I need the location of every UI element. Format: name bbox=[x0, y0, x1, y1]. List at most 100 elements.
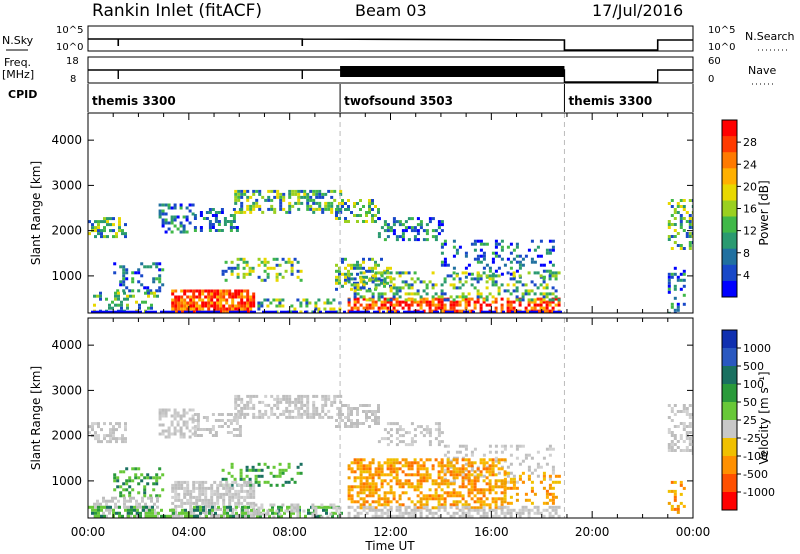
cell bbox=[389, 440, 393, 444]
cell bbox=[97, 223, 100, 227]
cell bbox=[359, 470, 363, 474]
cell bbox=[548, 269, 552, 273]
cell bbox=[227, 266, 231, 270]
y-tick-label: 3000 bbox=[51, 383, 82, 397]
cell bbox=[425, 479, 429, 483]
cell bbox=[347, 416, 350, 419]
cell bbox=[389, 289, 393, 293]
cell bbox=[515, 289, 519, 293]
cell bbox=[258, 415, 262, 419]
cell bbox=[234, 400, 238, 404]
cell bbox=[410, 217, 414, 221]
cell bbox=[365, 303, 369, 307]
cell bbox=[488, 479, 492, 483]
cell bbox=[509, 303, 513, 307]
cell bbox=[418, 310, 421, 313]
cell bbox=[542, 269, 546, 273]
cell bbox=[257, 512, 261, 516]
cell bbox=[521, 263, 525, 267]
cell bbox=[288, 412, 292, 416]
cell bbox=[422, 464, 426, 468]
cell bbox=[362, 488, 366, 492]
y-tick-label: 2000 bbox=[51, 224, 82, 238]
cell bbox=[542, 501, 546, 505]
cell bbox=[365, 281, 368, 285]
cell bbox=[193, 425, 197, 428]
cell bbox=[509, 477, 513, 481]
cell bbox=[437, 440, 441, 444]
cell bbox=[207, 292, 211, 296]
cell bbox=[359, 208, 362, 211]
cell bbox=[100, 440, 103, 444]
cell bbox=[208, 229, 212, 232]
cell bbox=[214, 214, 218, 217]
cell bbox=[512, 283, 516, 287]
cell bbox=[521, 295, 525, 299]
cell bbox=[524, 498, 528, 502]
cell bbox=[94, 511, 97, 515]
cell bbox=[207, 304, 211, 308]
cell bbox=[401, 434, 405, 438]
cell bbox=[118, 511, 121, 515]
cell bbox=[321, 195, 325, 199]
cell bbox=[323, 307, 327, 311]
cell bbox=[198, 480, 202, 484]
cell bbox=[129, 496, 132, 500]
cell bbox=[365, 505, 369, 509]
cell bbox=[449, 295, 453, 299]
cell bbox=[425, 223, 429, 227]
cell bbox=[404, 508, 408, 512]
cell bbox=[449, 459, 453, 463]
cell bbox=[347, 199, 350, 202]
cell bbox=[189, 289, 193, 293]
cell bbox=[225, 292, 229, 296]
cell bbox=[461, 497, 465, 501]
cell bbox=[488, 277, 492, 281]
cell bbox=[289, 514, 292, 518]
cell bbox=[431, 464, 435, 468]
cell bbox=[422, 497, 426, 501]
cell bbox=[100, 514, 103, 518]
cell bbox=[202, 508, 205, 512]
cell bbox=[551, 471, 555, 475]
cell bbox=[416, 506, 420, 510]
cell bbox=[192, 501, 196, 505]
cell bbox=[452, 511, 456, 515]
cell bbox=[97, 226, 100, 230]
cell bbox=[128, 485, 132, 489]
freq-unit: [MHz] bbox=[2, 68, 34, 81]
cell bbox=[314, 509, 318, 513]
cell bbox=[140, 479, 144, 483]
cell bbox=[518, 444, 522, 448]
cell bbox=[368, 488, 372, 492]
cell bbox=[195, 495, 199, 499]
cell bbox=[293, 480, 297, 484]
cell bbox=[267, 403, 271, 407]
cell bbox=[356, 494, 360, 498]
cell bbox=[158, 414, 162, 418]
cell bbox=[389, 473, 393, 477]
cell bbox=[278, 474, 282, 478]
cell bbox=[371, 217, 374, 220]
cell bbox=[667, 272, 671, 276]
cell bbox=[371, 410, 374, 413]
cell bbox=[210, 292, 214, 296]
cell bbox=[359, 461, 363, 465]
cell bbox=[500, 491, 504, 495]
cell bbox=[296, 509, 300, 513]
cell bbox=[258, 192, 262, 196]
cell bbox=[667, 284, 671, 288]
cell bbox=[222, 304, 226, 308]
cell bbox=[177, 483, 181, 487]
cell bbox=[530, 257, 534, 261]
cell bbox=[97, 437, 100, 441]
cell bbox=[425, 232, 429, 236]
cell bbox=[407, 461, 411, 465]
cell bbox=[246, 489, 250, 493]
cell bbox=[296, 465, 300, 469]
cell bbox=[485, 298, 489, 302]
cell bbox=[398, 494, 402, 498]
cell bbox=[262, 310, 265, 313]
cell bbox=[306, 394, 310, 398]
